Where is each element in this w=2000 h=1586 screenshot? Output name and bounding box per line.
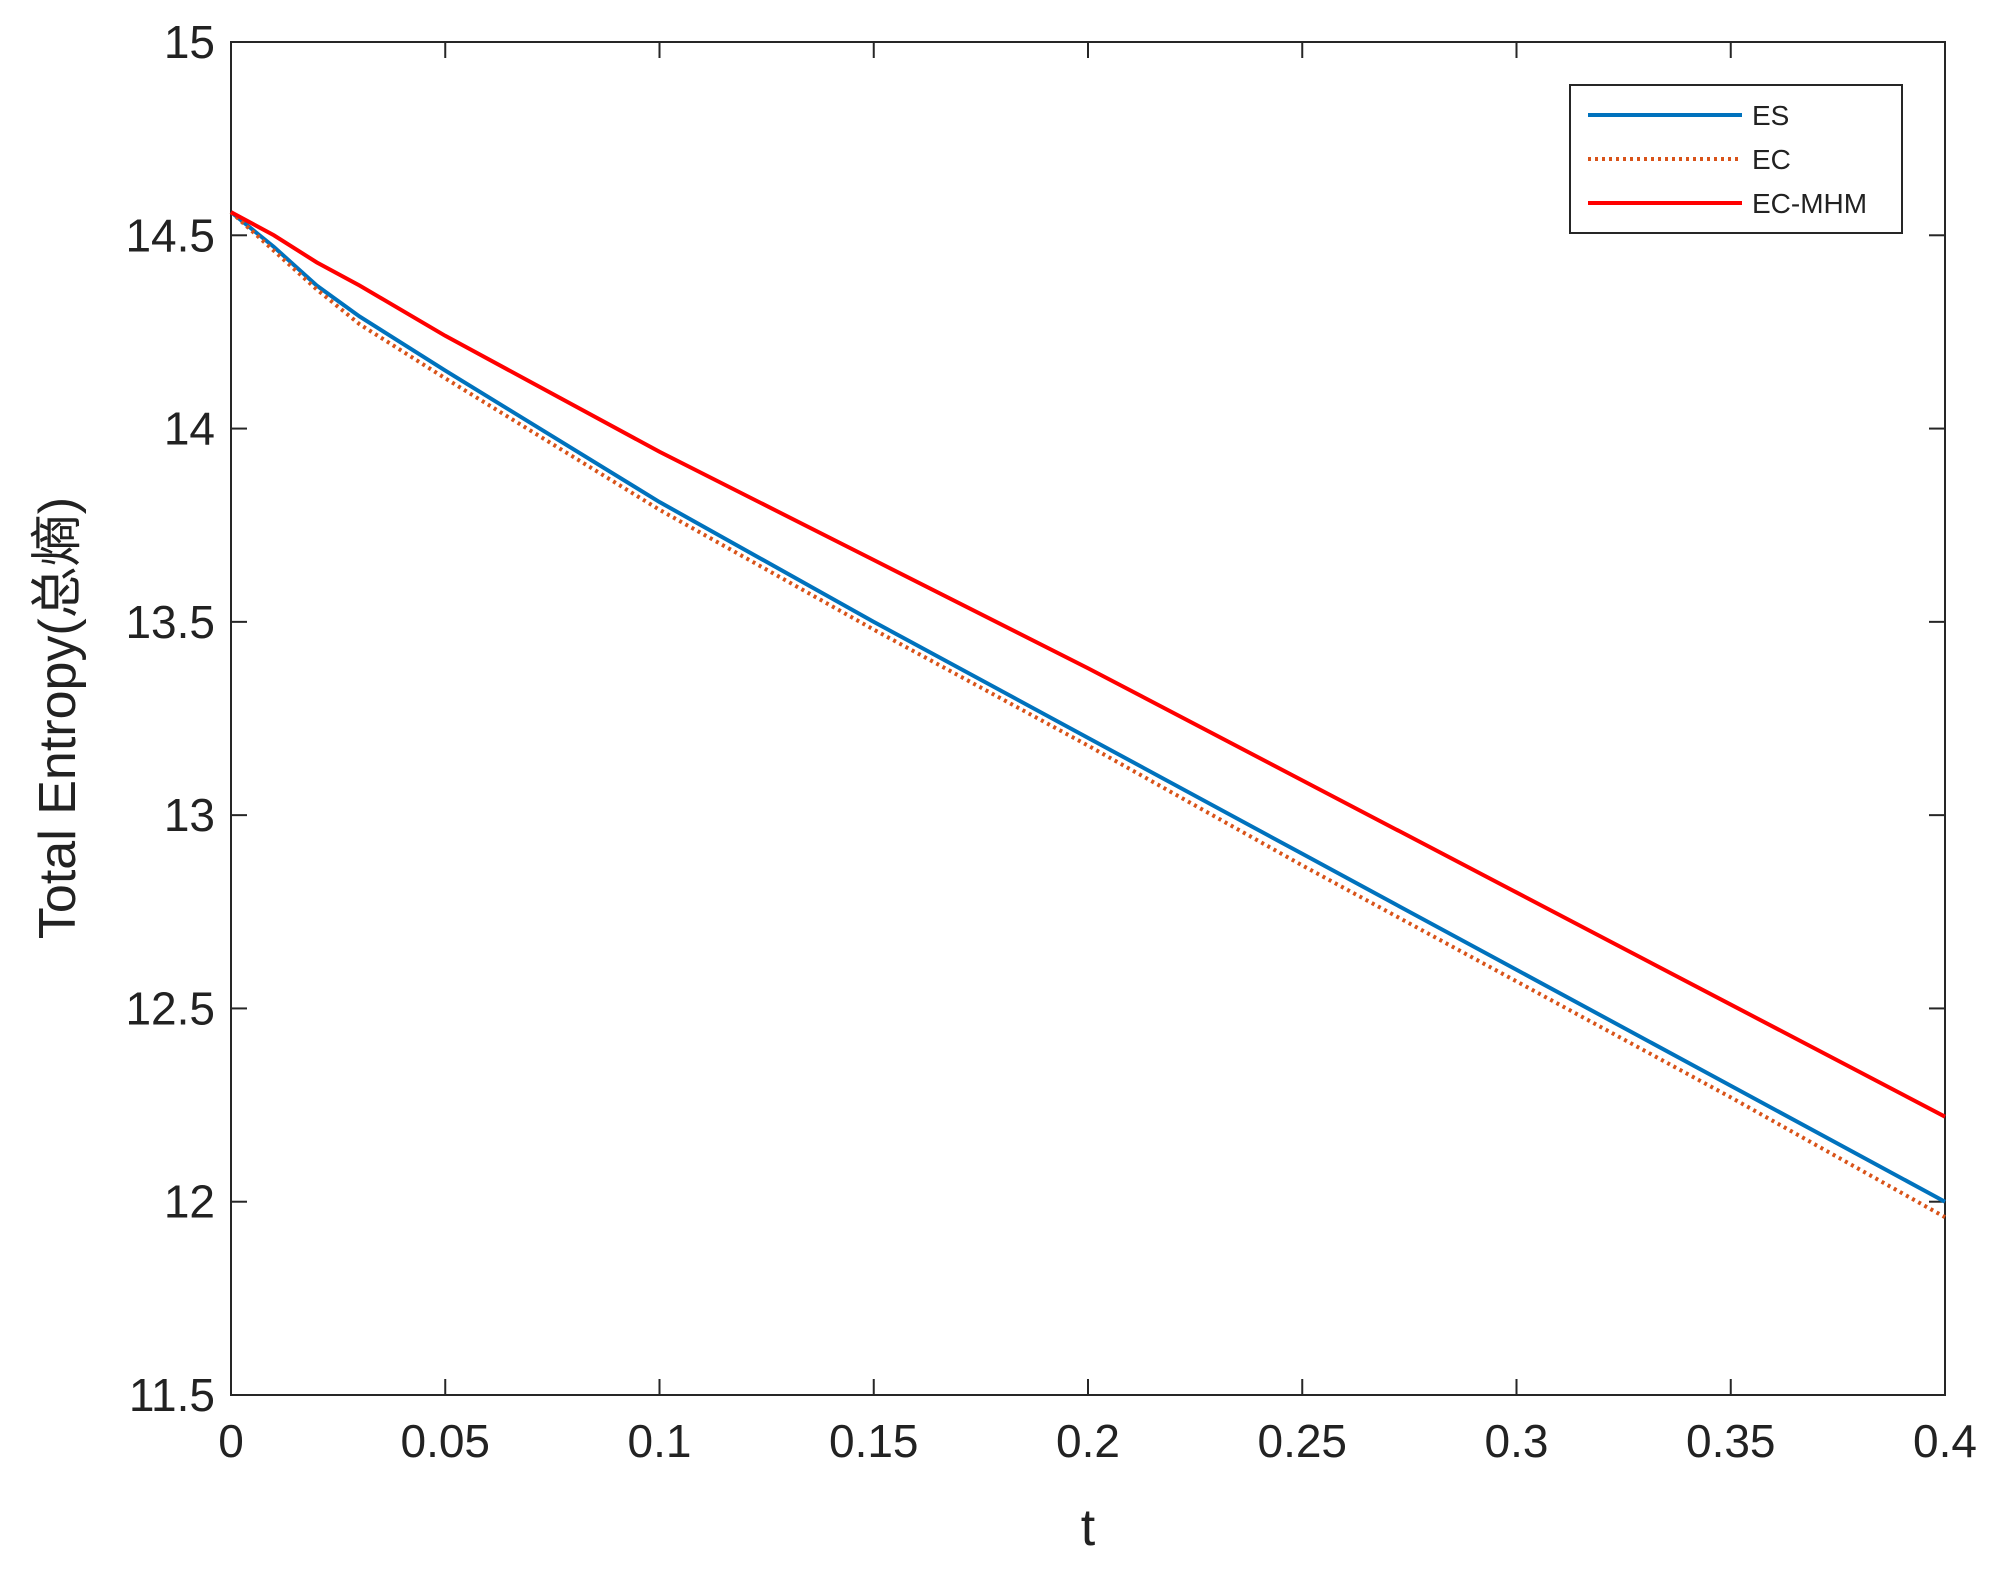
series-line xyxy=(230,210,1946,1119)
plot-frame xyxy=(230,41,1946,1396)
x-tick-label: 0.2 xyxy=(1056,1415,1120,1467)
x-tick-label: 0.3 xyxy=(1485,1415,1549,1467)
y-tick-label: 13.5 xyxy=(125,596,215,648)
x-tick-label: 0.25 xyxy=(1257,1415,1347,1467)
legend-label: EC xyxy=(1752,144,1791,175)
x-tick-label: 0.35 xyxy=(1686,1415,1776,1467)
x-axis-label: t xyxy=(1081,1499,1096,1557)
y-tick-label: 11.5 xyxy=(129,1369,215,1421)
x-tick-label: 0.1 xyxy=(628,1415,692,1467)
y-tick-label: 14.5 xyxy=(125,209,215,261)
y-tick-label: 14 xyxy=(164,403,215,455)
x-tick-label: 0.05 xyxy=(400,1415,490,1467)
series-line xyxy=(229,210,1946,1219)
legend-label: ES xyxy=(1752,100,1789,131)
y-tick-label: 12 xyxy=(164,1176,215,1228)
series-line xyxy=(229,210,1946,1204)
y-tick-label: 12.5 xyxy=(125,982,215,1034)
y-axis-label: Total Entropy(总熵) xyxy=(29,497,87,939)
x-tick-label: 0 xyxy=(218,1415,244,1467)
legend-label: EC-MHM xyxy=(1752,188,1867,219)
y-tick-label: 15 xyxy=(164,16,215,68)
x-tick-label: 0.4 xyxy=(1913,1415,1977,1467)
y-tick-label: 13 xyxy=(164,789,215,841)
x-tick-label: 0.15 xyxy=(829,1415,919,1467)
